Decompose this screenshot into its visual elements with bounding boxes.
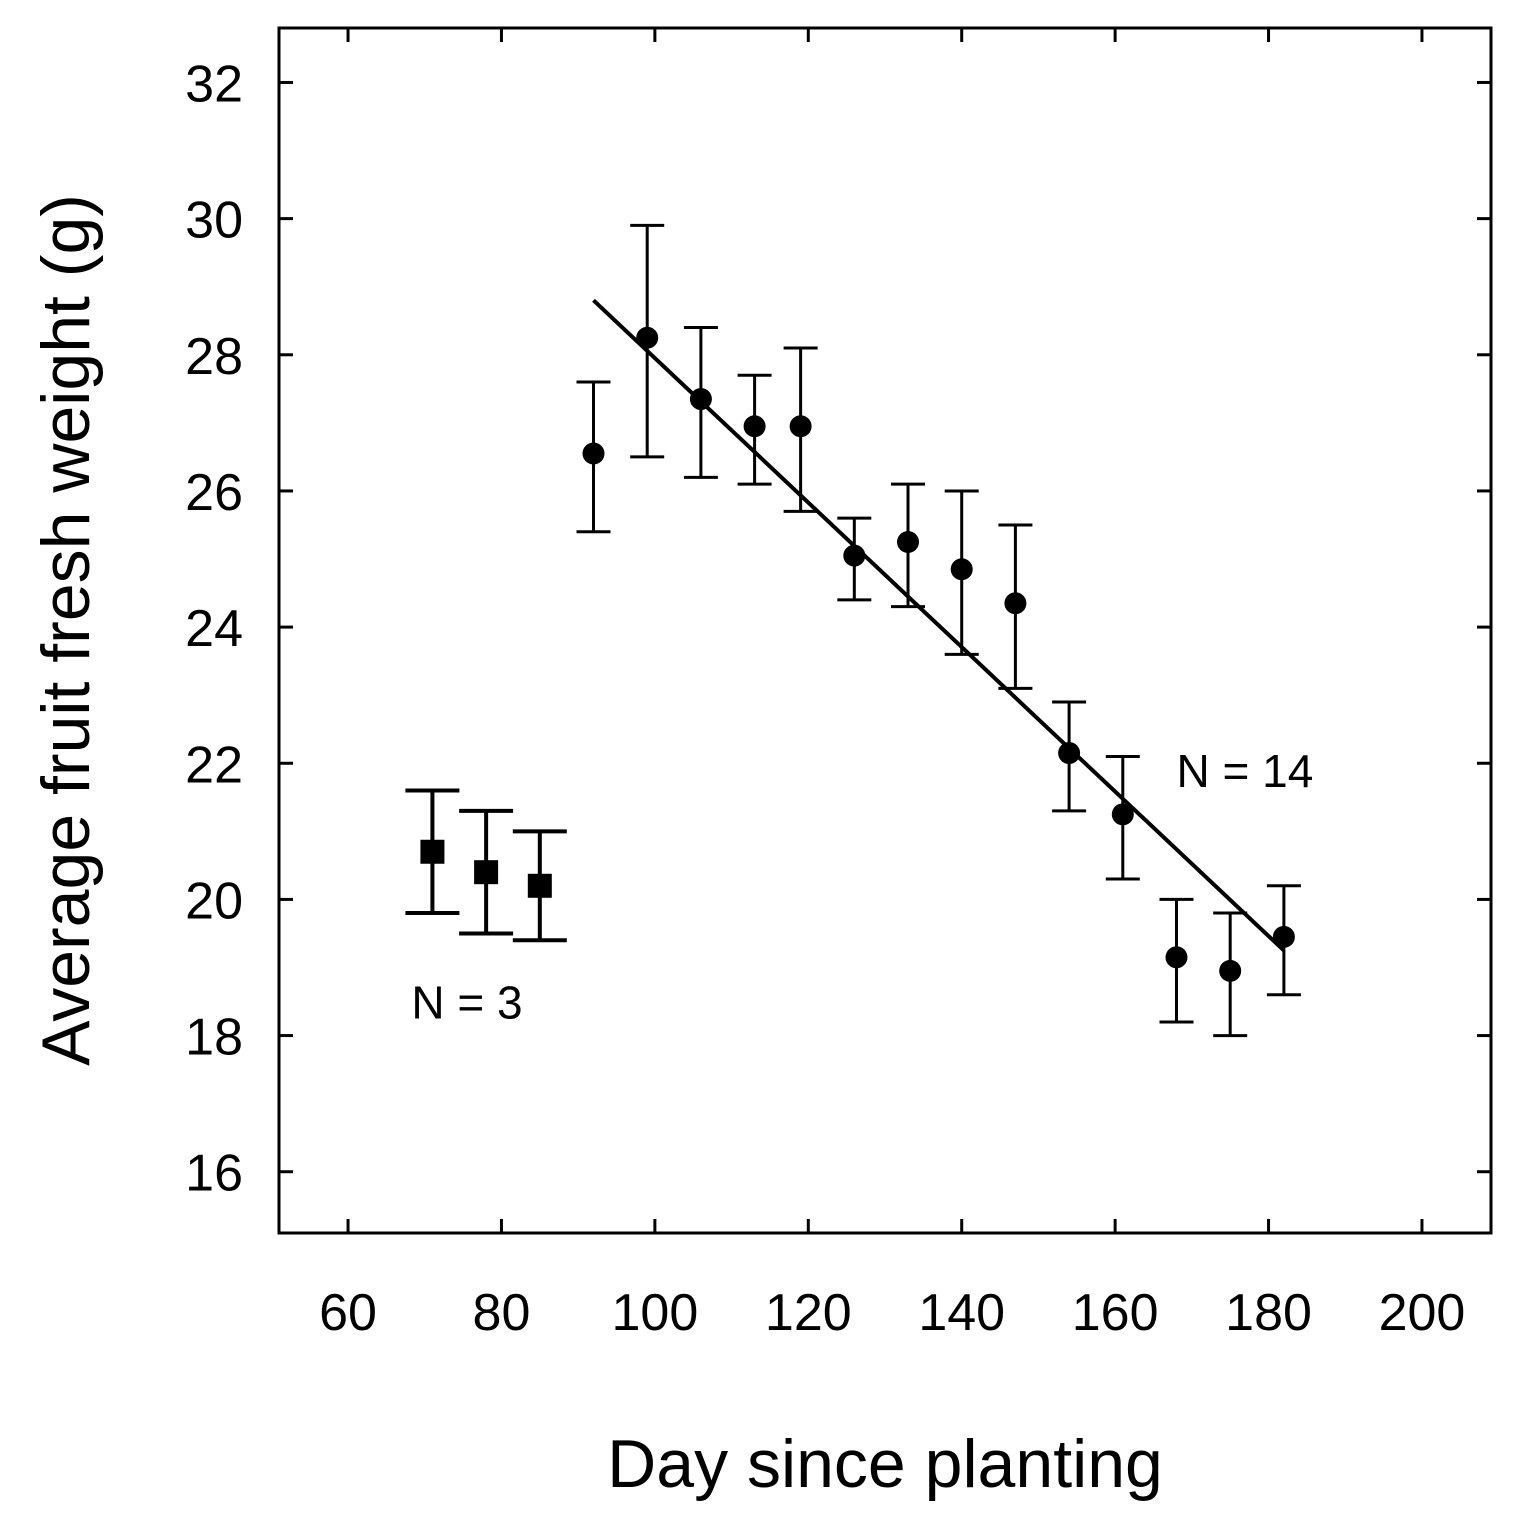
x-axis-title: Day since planting: [607, 1426, 1163, 1502]
y-tick-label: 30: [185, 192, 243, 250]
y-tick-label: 26: [185, 464, 243, 522]
error-bars: [405, 223, 1301, 1038]
data-point-circle: [743, 415, 766, 438]
data-point-circle: [689, 388, 712, 411]
data-point-circle: [1165, 946, 1188, 969]
data-point-square: [474, 860, 499, 885]
data-point-circle: [789, 415, 812, 438]
x-tick-label: 200: [1379, 1284, 1466, 1342]
x-tick-label: 140: [918, 1284, 1005, 1342]
data-point-square: [420, 839, 445, 864]
x-axis-ticks: 60 80 100 120 140 160 180 200: [319, 28, 1465, 1342]
y-tick-label: 16: [185, 1145, 243, 1203]
data-point-square: [527, 873, 552, 898]
annotations: N = 3 N = 14: [411, 745, 1313, 1028]
plot-frame: [277, 26, 1493, 1235]
y-tick-label: 22: [185, 736, 243, 794]
data-point-circle: [1111, 803, 1134, 826]
data-point-circle: [950, 558, 973, 581]
trend-line: [592, 298, 1286, 952]
data-point-circle: [582, 442, 605, 465]
data-point-circle: [636, 326, 659, 349]
data-point-circle: [1272, 925, 1295, 948]
trend-line-group: [592, 298, 1286, 952]
y-axis-ticks: 16 18 20 22 24 26 28 30 32: [185, 55, 1491, 1203]
y-tick-label: 32: [185, 55, 243, 113]
x-tick-label: 180: [1225, 1284, 1312, 1342]
x-tick-label: 120: [765, 1284, 852, 1342]
x-tick-label: 100: [611, 1284, 698, 1342]
y-tick-label: 24: [185, 600, 243, 658]
data-point-circle: [897, 530, 920, 553]
annotation-label: N = 14: [1176, 745, 1313, 797]
x-tick-label: 60: [319, 1284, 377, 1342]
x-tick-label: 80: [473, 1284, 531, 1342]
x-tick-label: 160: [1072, 1284, 1159, 1342]
data-point-circle: [1219, 959, 1242, 982]
annotation-label: N = 3: [411, 977, 522, 1029]
data-point-circle: [843, 544, 866, 567]
y-tick-label: 28: [185, 328, 243, 386]
y-axis-title: Average fruit fresh weight (g): [28, 194, 104, 1066]
data-point-circle: [1004, 592, 1027, 615]
data-point-circle: [1058, 742, 1081, 765]
data-markers: [420, 326, 1295, 982]
y-tick-label: 18: [185, 1009, 243, 1067]
y-tick-label: 20: [185, 872, 243, 930]
